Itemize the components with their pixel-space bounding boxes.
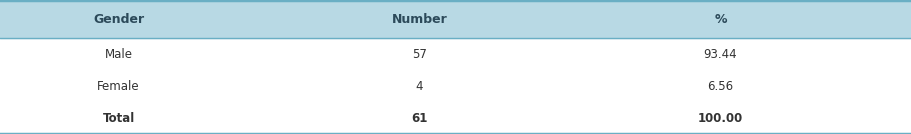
Text: Number: Number (391, 13, 447, 26)
Text: Gender: Gender (93, 13, 144, 26)
Text: Female: Female (97, 80, 139, 93)
Text: 4: 4 (415, 80, 423, 93)
Text: 93.44: 93.44 (703, 48, 736, 61)
Text: Total: Total (102, 111, 135, 124)
Text: Male: Male (105, 48, 132, 61)
Text: 57: 57 (412, 48, 426, 61)
Text: %: % (713, 13, 726, 26)
Text: 61: 61 (411, 111, 427, 124)
Text: 100.00: 100.00 (697, 111, 742, 124)
Bar (0, 0, 911, 38)
Text: 6.56: 6.56 (707, 80, 732, 93)
